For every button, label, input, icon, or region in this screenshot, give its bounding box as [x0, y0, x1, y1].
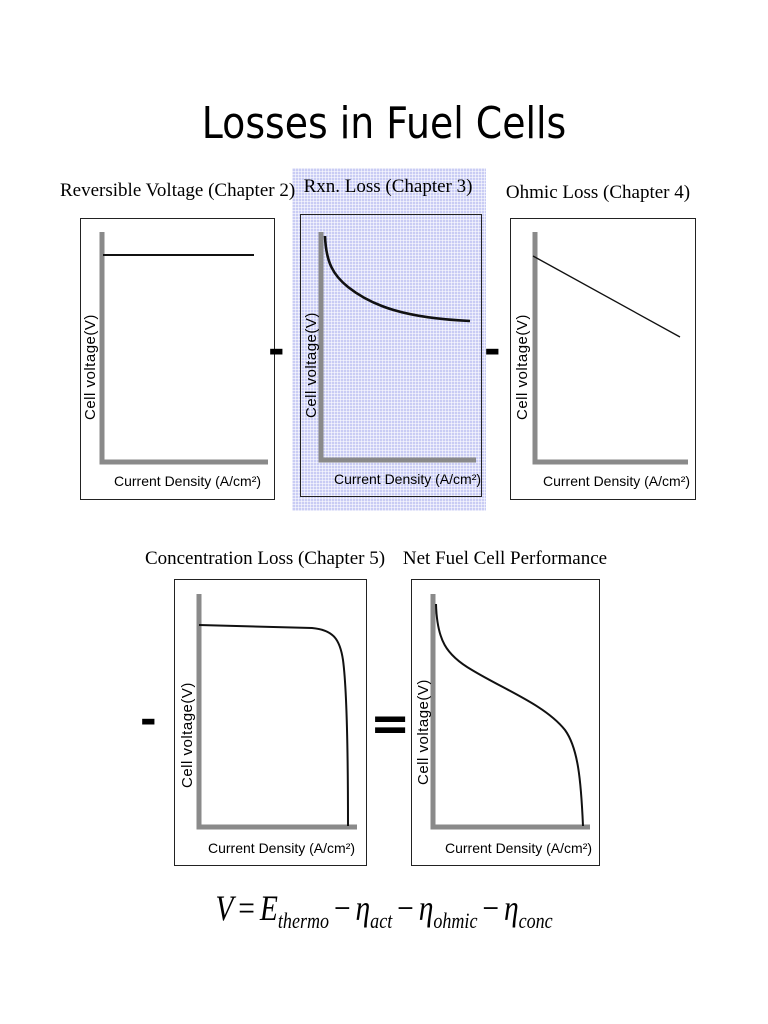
rxn-panel-highlight [292, 168, 486, 511]
curve-rxn [323, 235, 471, 323]
voltage-equation: V = Ethermo − ηact − ηohmic − ηconc [69, 887, 699, 934]
ylabel-reversible: Cell voltage(V) [82, 314, 99, 420]
curve-concentration [198, 624, 349, 827]
panel-title-concentration: Concentration Loss (Chapter 5) [144, 548, 386, 569]
panel-title-rxn: Rxn. Loss (Chapter 3) [303, 176, 473, 197]
eq-minus-2: − [397, 888, 414, 928]
plot-concentration: Cell voltage(V) Current Density (A/cm²) [179, 594, 357, 856]
xlabel-ohmic: Current Density (A/cm²) [543, 473, 690, 489]
eq-eta-3: η [503, 888, 519, 928]
panel-frame-reversible [80, 218, 275, 500]
equals-operator: = [370, 696, 411, 752]
ylabel-concentration: Cell voltage(V) [179, 682, 196, 788]
xlabel-rxn: Current Density (A/cm²) [334, 471, 481, 487]
panel-title-ohmic: Ohmic Loss (Chapter 4) [505, 182, 691, 203]
ylabel-net: Cell voltage(V) [415, 679, 432, 785]
panel-frame-rxn [300, 214, 482, 497]
axes-net [430, 594, 590, 830]
xlabel-net: Current Density (A/cm²) [445, 840, 592, 856]
curve-ohmic [532, 255, 681, 338]
eq-ohmic-sub: ohmic [433, 908, 478, 933]
eq-eta-2: η [418, 888, 434, 928]
eq-minus-3: − [482, 888, 500, 928]
eq-eta-1: η [355, 888, 371, 928]
axes-reversible [99, 232, 268, 465]
eq-act-sub: act [370, 908, 393, 933]
xlabel-concentration: Current Density (A/cm²) [208, 840, 355, 856]
eq-equals: = [238, 888, 255, 928]
minus-operator-1: - [268, 327, 285, 373]
plot-ohmic: Cell voltage(V) Current Density (A/cm²) [514, 232, 690, 489]
eq-conc-sub: conc [518, 908, 553, 933]
minus-operator-2: - [484, 327, 501, 373]
curve-net [435, 603, 584, 827]
eq-minus-1: − [333, 888, 351, 928]
page-title: Losses in Fuel Cells [201, 98, 567, 149]
ylabel-ohmic: Cell voltage(V) [514, 314, 531, 420]
eq-V: V [215, 888, 234, 928]
panel-title-reversible: Reversible Voltage (Chapter 2) [60, 180, 296, 201]
panel-title-net: Net Fuel Cell Performance [402, 548, 608, 569]
axes-rxn [318, 232, 476, 463]
axes-ohmic [532, 232, 688, 465]
plot-net: Cell voltage(V) Current Density (A/cm²) [415, 594, 592, 856]
eq-E-sub: thermo [277, 908, 330, 933]
panel-frame-net [411, 579, 600, 866]
panel-frame-ohmic [510, 218, 696, 500]
xlabel-reversible: Current Density (A/cm²) [114, 473, 261, 489]
ylabel-rxn: Cell voltage(V) [303, 312, 320, 418]
axes-concentration [196, 594, 357, 830]
plot-reversible: Cell voltage(V) Current Density (A/cm²) [82, 232, 268, 489]
eq-E: E [259, 888, 278, 928]
minus-operator-3: - [140, 697, 157, 743]
plot-rxn: Cell voltage(V) Current Density (A/cm²) [303, 232, 481, 487]
